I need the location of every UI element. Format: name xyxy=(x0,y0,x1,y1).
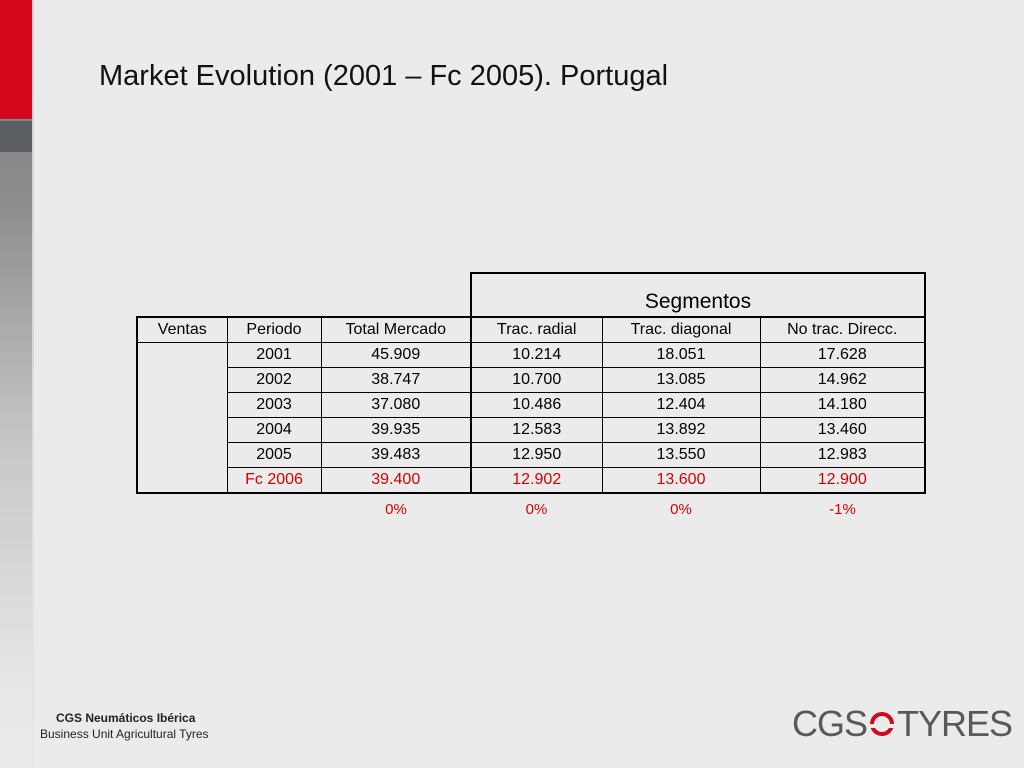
total-cell: 37.080 xyxy=(320,392,472,418)
direcc-cell: 13.460 xyxy=(759,417,926,443)
percent-diagonal: 0% xyxy=(670,500,692,518)
empty-header-cell xyxy=(137,273,471,317)
radial-cell: 12.902 xyxy=(470,467,603,494)
side-bar-edge xyxy=(32,0,34,768)
percent-total: 0% xyxy=(385,500,407,518)
logo-right-text: TYRES xyxy=(897,703,1013,744)
total-cell: 39.935 xyxy=(320,417,472,443)
total-cell: 39.483 xyxy=(320,442,472,468)
radial-cell: 12.950 xyxy=(470,442,603,468)
total-cell: 45.909 xyxy=(320,342,472,368)
ventas-cell xyxy=(136,342,228,494)
ring-icon xyxy=(869,712,900,736)
table-row: 2005 39.483 12.950 13.550 12.983 xyxy=(137,442,926,468)
diagonal-cell: 18.051 xyxy=(601,342,761,368)
col-header-ventas: Ventas xyxy=(136,316,228,343)
periodo-cell: 2002 xyxy=(226,367,322,393)
col-header-direcc: No trac. Direcc. xyxy=(759,316,926,343)
periodo-cell: 2003 xyxy=(226,392,322,418)
periodo-cell: Fc 2006 xyxy=(226,467,322,494)
side-bar-dark-block xyxy=(0,121,32,152)
radial-cell: 10.214 xyxy=(470,342,603,368)
periodo-cell: 2004 xyxy=(226,417,322,443)
percent-direcc: -1% xyxy=(829,500,856,518)
diagonal-cell: 13.600 xyxy=(601,467,761,494)
table-row: 2003 37.080 10.486 12.404 14.180 xyxy=(137,392,926,418)
periodo-cell: 2005 xyxy=(226,442,322,468)
col-header-radial: Trac. radial xyxy=(470,316,603,343)
market-table: Segmentos Ventas Periodo Total Mercado T… xyxy=(136,272,926,521)
logo-left-text: CGS xyxy=(792,703,868,744)
radial-cell: 12.583 xyxy=(470,417,603,443)
col-header-diagonal: Trac. diagonal xyxy=(601,316,761,343)
segmentos-header: Segmentos xyxy=(470,272,926,318)
total-cell: 39.400 xyxy=(320,467,472,494)
direcc-cell: 12.900 xyxy=(759,467,926,494)
radial-cell: 10.486 xyxy=(470,392,603,418)
total-cell: 38.747 xyxy=(320,367,472,393)
diagonal-cell: 12.404 xyxy=(601,392,761,418)
direcc-cell: 12.983 xyxy=(759,442,926,468)
footer-company: CGS Neumáticos Ibérica xyxy=(56,711,196,725)
cgs-tyres-logo: CGS TYRES xyxy=(792,703,1013,744)
radial-cell: 10.700 xyxy=(470,367,603,393)
group-header-row: Segmentos xyxy=(137,272,926,318)
table-row: 2004 39.935 12.583 13.892 13.460 xyxy=(137,417,926,443)
table-row: 2002 38.747 10.700 13.085 14.962 xyxy=(137,367,926,393)
col-header-periodo: Periodo xyxy=(226,316,322,343)
percent-row: 0% 0% 0% -1% xyxy=(137,493,925,521)
direcc-cell: 17.628 xyxy=(759,342,926,368)
direcc-cell: 14.962 xyxy=(759,367,926,393)
forecast-row: Fc 2006 39.400 12.902 13.600 12.900 xyxy=(137,467,926,494)
side-bar-red-block xyxy=(0,0,32,119)
table-row: 2001 45.909 10.214 18.051 17.628 xyxy=(136,342,926,494)
col-header-total: Total Mercado xyxy=(320,316,472,343)
diagonal-cell: 13.085 xyxy=(601,367,761,393)
diagonal-cell: 13.892 xyxy=(601,417,761,443)
column-header-row: Ventas Periodo Total Mercado Trac. radia… xyxy=(136,316,926,343)
percent-radial: 0% xyxy=(525,500,548,518)
diagonal-cell: 13.550 xyxy=(601,442,761,468)
direcc-cell: 14.180 xyxy=(759,392,926,418)
slide-title: Market Evolution (2001 – Fc 2005). Portu… xyxy=(99,60,669,92)
periodo-cell: 2001 xyxy=(226,342,322,368)
footer-unit: Business Unit Agricultural Tyres xyxy=(40,727,209,741)
